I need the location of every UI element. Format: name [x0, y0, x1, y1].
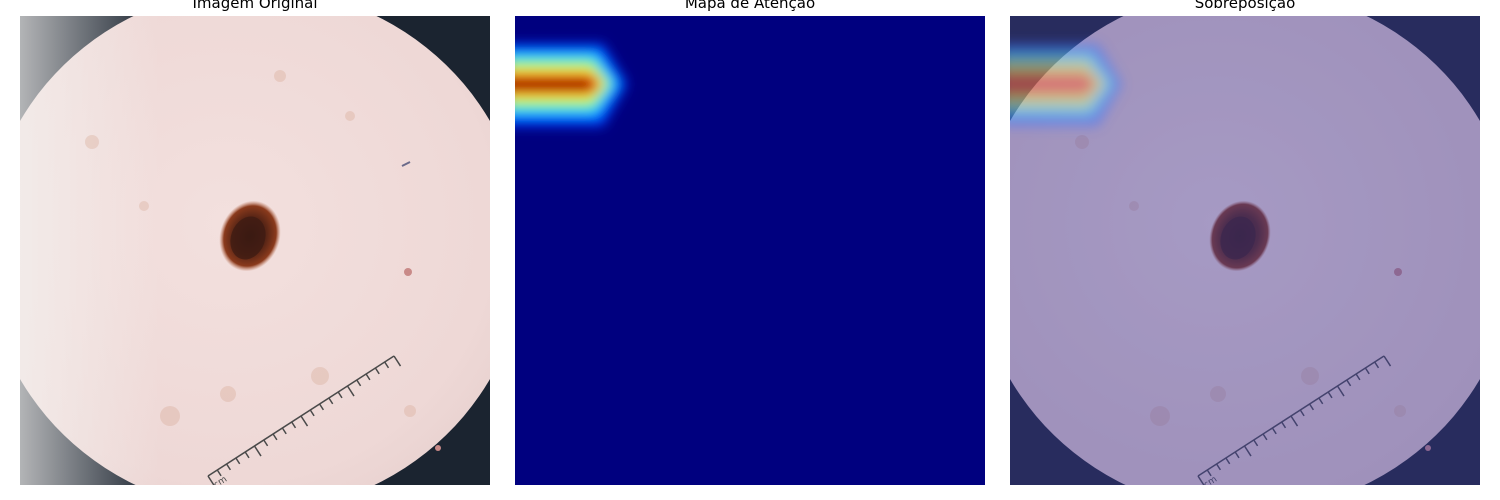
ruler-tick: [337, 391, 343, 399]
ruler-tick: [281, 427, 287, 435]
ruler-tick: [374, 367, 380, 375]
ruler-tick: [1346, 379, 1352, 387]
ruler-tick: [263, 439, 269, 447]
overlay-hotspot: [1010, 44, 1122, 126]
ruler-tick: [393, 355, 402, 367]
attention-map-panel: [515, 16, 985, 485]
ruler: [207, 355, 402, 485]
original-image: cm: [20, 16, 490, 485]
ruler-tick: [272, 433, 278, 441]
ruler-label: cm: [212, 475, 229, 485]
ruler-tick: [1355, 373, 1361, 381]
ruler-tick: [1336, 385, 1345, 397]
ruler-tick: [1234, 451, 1240, 459]
skin-spots: [85, 70, 416, 426]
panel-title-attention-map: Mapa de Atenção: [684, 0, 816, 12]
red-spot-small: [435, 445, 441, 451]
ruler-tick: [328, 397, 334, 405]
ruler-tick: [365, 373, 371, 381]
ruler-tick: [207, 475, 215, 485]
ruler-tick: [1225, 457, 1231, 465]
ruler-tick: [1197, 475, 1205, 485]
panel-title-overlay: Sobreposição: [1194, 0, 1296, 12]
ruler-tick: [318, 403, 325, 411]
ruler-tick: [346, 385, 355, 397]
ruler-tick: [1206, 469, 1212, 477]
ruler-tick: [244, 451, 250, 459]
ruler-tick: [216, 469, 222, 477]
attention-map: [515, 16, 985, 485]
overlay-panel: cm: [1010, 16, 1480, 485]
ruler-tick: [384, 361, 390, 369]
ruler-tick: [1299, 409, 1305, 417]
ruler-tick: [1327, 391, 1333, 399]
ruler-tick: [1290, 415, 1299, 427]
red-spot: [404, 268, 412, 276]
ruler-tick: [1243, 445, 1252, 457]
ruler-tick: [1271, 427, 1277, 435]
ruler-tick: [1364, 367, 1370, 375]
panel-title-original: Imagem Original: [192, 0, 318, 12]
glare-left: [20, 16, 160, 485]
ruler-tick: [1374, 361, 1380, 369]
overlay-image: cm: [1010, 16, 1480, 485]
ruler-tick: [356, 379, 362, 387]
original-image-panel: cm: [20, 16, 490, 485]
ruler-tick: [235, 457, 241, 465]
ruler-tick: [1215, 463, 1222, 471]
dark-fleck: [401, 161, 411, 167]
lesion-core: [230, 216, 266, 260]
ruler-tick: [1253, 439, 1259, 447]
ruler-tick: [253, 445, 262, 457]
ruler-tick: [1281, 421, 1287, 429]
ruler-tick: [309, 409, 315, 417]
ruler-tick: [1308, 403, 1315, 411]
ruler-tick: [1262, 433, 1268, 441]
ruler-tick: [1318, 397, 1324, 405]
ruler-tick: [300, 415, 309, 427]
ruler-tick: [1383, 355, 1392, 367]
overlay-ruler-label: cm: [1202, 475, 1219, 485]
ruler-tick: [291, 421, 297, 429]
ruler-tick: [225, 463, 232, 471]
overlay-ruler: [1197, 355, 1392, 485]
heatmap-hotspot: [515, 44, 627, 126]
